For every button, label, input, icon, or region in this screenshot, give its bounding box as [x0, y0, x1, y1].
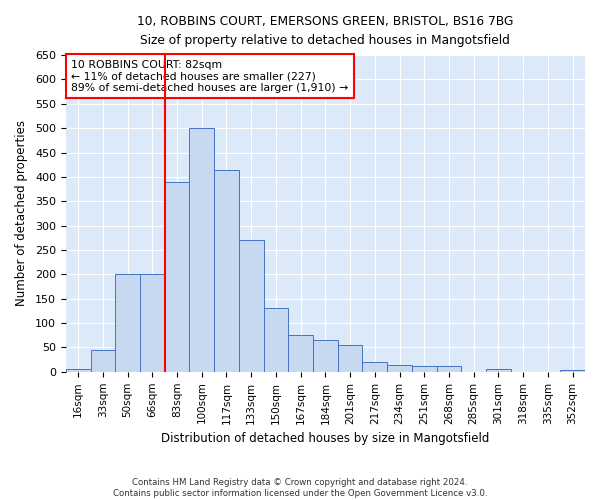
Bar: [437, 366, 461, 372]
Bar: [66, 370, 91, 372]
Bar: [239, 240, 263, 372]
Bar: [214, 170, 239, 372]
Bar: [289, 336, 313, 372]
Bar: [164, 182, 190, 372]
Bar: [412, 366, 437, 372]
Bar: [486, 370, 511, 372]
Bar: [140, 274, 164, 372]
X-axis label: Distribution of detached houses by size in Mangotsfield: Distribution of detached houses by size …: [161, 432, 490, 445]
Bar: [91, 350, 115, 372]
Bar: [362, 362, 387, 372]
Bar: [115, 274, 140, 372]
Bar: [263, 308, 289, 372]
Y-axis label: Number of detached properties: Number of detached properties: [15, 120, 28, 306]
Bar: [387, 364, 412, 372]
Text: 10 ROBBINS COURT: 82sqm
← 11% of detached houses are smaller (227)
89% of semi-d: 10 ROBBINS COURT: 82sqm ← 11% of detache…: [71, 60, 348, 93]
Bar: [560, 370, 585, 372]
Bar: [313, 340, 338, 372]
Text: Contains HM Land Registry data © Crown copyright and database right 2024.
Contai: Contains HM Land Registry data © Crown c…: [113, 478, 487, 498]
Bar: [338, 345, 362, 372]
Title: 10, ROBBINS COURT, EMERSONS GREEN, BRISTOL, BS16 7BG
Size of property relative t: 10, ROBBINS COURT, EMERSONS GREEN, BRIST…: [137, 15, 514, 47]
Bar: [190, 128, 214, 372]
